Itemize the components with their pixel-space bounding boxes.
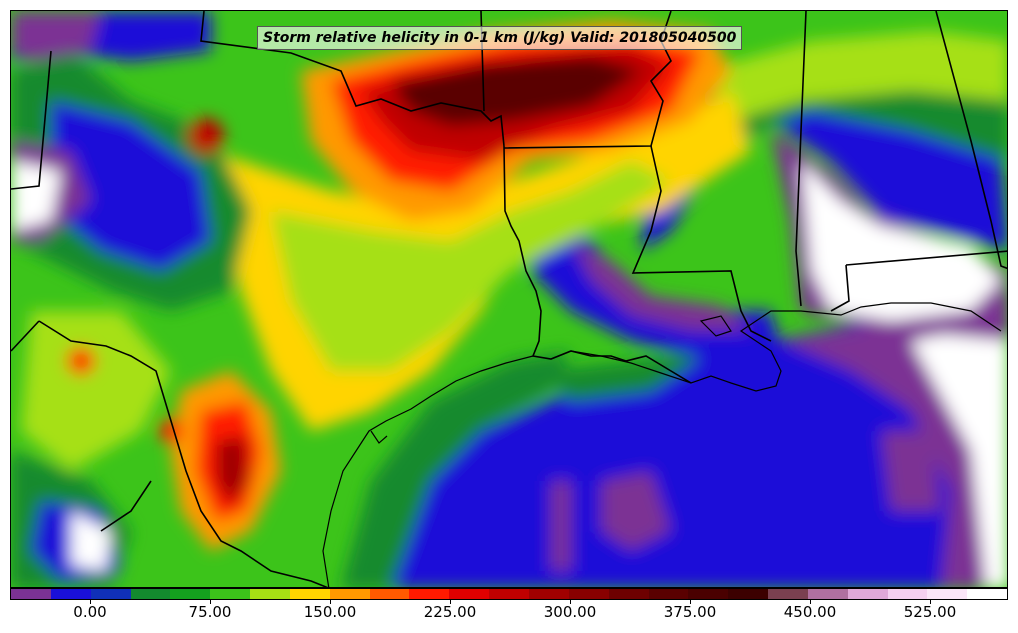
colorbar-ticks: 0.00 75.00 150.00 225.00 300.00 375.00 450.00 5… [10, 600, 1008, 630]
colorbar-segment [528, 589, 569, 599]
colorbar-tick [330, 600, 331, 604]
colorbar-segment [967, 589, 1008, 599]
west-red-patch [188, 118, 224, 154]
colorbar-tick-label: 300.00 [543, 603, 597, 621]
colorbar-segment [369, 589, 410, 599]
sw-red-patch [67, 347, 95, 375]
colorbar-segment [568, 589, 609, 599]
colorbar-tick [90, 600, 91, 604]
map-title: Storm relative helicity in 0-1 km (J/kg)… [257, 26, 743, 50]
colorbar-segment [130, 589, 171, 599]
colorbar-tick [570, 600, 571, 604]
colorbar-segment [648, 589, 689, 599]
west-blue [51, 101, 211, 271]
central-yellowgreen [271, 161, 671, 371]
tx-darkred-lobe [216, 436, 249, 506]
colorbar-segment [289, 589, 330, 599]
gulf-blue-region [391, 311, 1007, 587]
colorbar-tick-label: 0.00 [73, 603, 107, 621]
colorbar-segment [688, 589, 729, 599]
colorbar-tick-label: 150.00 [303, 603, 357, 621]
colorbar-segment [90, 589, 131, 599]
colorbar-tick [210, 600, 211, 604]
gulf-purple-streak-3 [881, 431, 941, 511]
east-gulf-white [911, 321, 1007, 587]
colorbar-tick-label: 225.00 [423, 603, 477, 621]
colorbar-tick-label: 450.00 [783, 603, 837, 621]
la-coast-purple [571, 241, 751, 331]
colorbar-tick-label: 75.00 [188, 603, 232, 621]
colorbar [10, 588, 1008, 600]
shelf-green-region [341, 351, 571, 587]
sw-red-patch-2 [159, 419, 183, 443]
colorbar-tick [810, 600, 811, 604]
colorbar-segment [728, 589, 769, 599]
colorbar-tick-label: 375.00 [663, 603, 717, 621]
sw-yellowgreen [21, 311, 171, 471]
colorbar-segment [11, 589, 51, 599]
colorbar-segment [210, 589, 251, 599]
colorbar-segment [807, 589, 848, 599]
colorbar-segment [250, 589, 290, 599]
helicity-field [11, 11, 1007, 587]
colorbar-segment [768, 589, 808, 599]
colorbar-segment [927, 589, 968, 599]
colorbar-segment [887, 589, 928, 599]
colorbar-tick [450, 600, 451, 604]
shelf-green-region-2 [541, 351, 711, 401]
gulf-purple-streak-2 [551, 481, 571, 571]
nw-purple [11, 11, 101, 61]
colorbar-tick [690, 600, 691, 604]
sw-white [71, 511, 111, 571]
colorbar-segment [608, 589, 649, 599]
west-white [11, 161, 61, 231]
colorbar-segment [847, 589, 888, 599]
state-boundaries [11, 11, 1007, 587]
east-yellowgreen-band [701, 31, 1007, 121]
colorbar-segment [50, 589, 91, 599]
gulf-purple-streak [601, 471, 671, 551]
colorbar-segment [489, 589, 529, 599]
colorbar-segment [449, 589, 490, 599]
colorbar-segment [329, 589, 370, 599]
coastline [322, 302, 1002, 587]
colorbar-tick [930, 600, 931, 604]
colorbar-segment [409, 589, 450, 599]
helicity-map: Storm relative helicity in 0-1 km (J/kg)… [10, 10, 1008, 588]
colorbar-segment [170, 589, 211, 599]
north-maroon [391, 56, 641, 126]
colorbar-tick-label: 525.00 [903, 603, 957, 621]
southeast-white [801, 161, 1001, 321]
